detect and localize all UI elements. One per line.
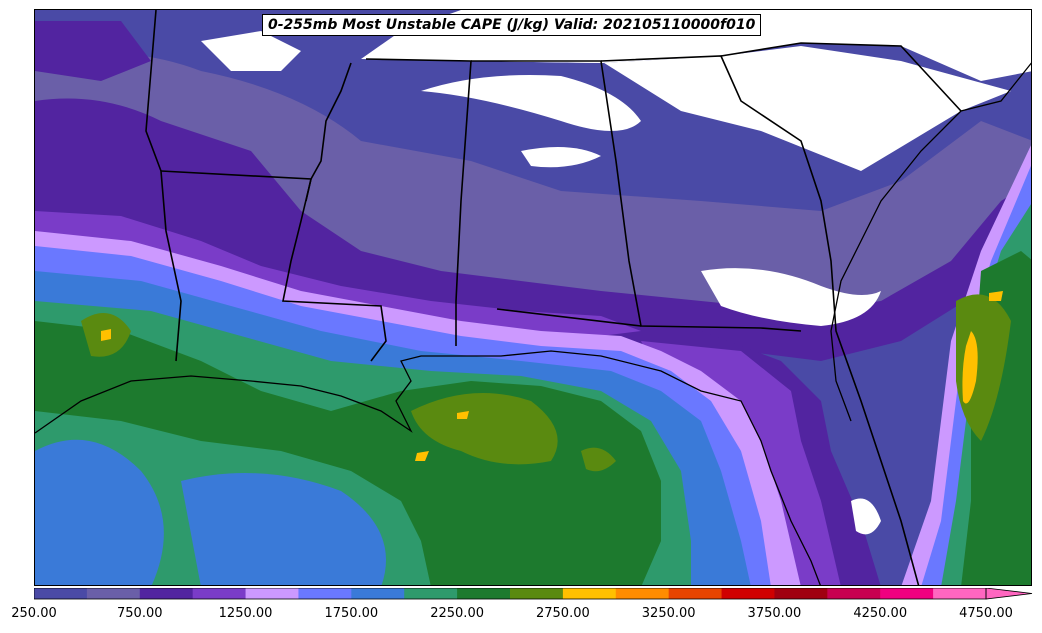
cape-dark-purple-band <box>35 98 1031 361</box>
cape-gold-spot-4 <box>962 331 978 404</box>
colorbar-tick-label: 750.00 <box>117 606 163 621</box>
colorbar-tick-label: 250.00 <box>11 606 57 621</box>
colorbar-segment <box>34 588 88 599</box>
colorbar-segment <box>351 588 405 599</box>
cape-white-northeast <box>471 46 1011 171</box>
cape-slate-region <box>35 53 1031 331</box>
colorbar-tick-label: 2250.00 <box>430 606 484 621</box>
colorbar-tick-label: 4750.00 <box>959 606 1013 621</box>
colorbar <box>34 588 1033 600</box>
colorbar-tick-label: 1250.00 <box>218 606 273 621</box>
cape-map <box>35 10 1031 585</box>
colorbar-tick-label: 3750.00 <box>747 606 802 621</box>
colorbar-tick-label: 3250.00 <box>641 606 696 621</box>
colorbar-segment <box>827 588 881 599</box>
colorbar-segment <box>457 588 511 599</box>
cape-gold-spot-3 <box>101 329 111 341</box>
colorbar-tick-label: 2750.00 <box>535 606 590 621</box>
cape-olive-patch-center <box>411 393 558 465</box>
map-panel <box>34 9 1032 586</box>
cape-dark-green-region <box>35 321 661 585</box>
colorbar-segment <box>721 588 775 599</box>
colorbar-segment <box>880 588 934 599</box>
cape-white-patch-center <box>521 147 601 168</box>
colorbar-extend-arrow <box>985 588 1033 600</box>
colorbar-tick-label: 4250.00 <box>853 606 908 621</box>
cape-white-patch-nw <box>201 31 301 71</box>
colorbar-segment <box>933 588 987 599</box>
cape-violet-florida <box>641 341 841 585</box>
coastline <box>35 62 1031 585</box>
colorbar-segment <box>668 588 723 599</box>
colorbar-segment <box>192 588 247 599</box>
cape-sky-blue-patch-west <box>35 439 164 585</box>
cape-white-alabama <box>421 75 641 131</box>
cape-olive-patch-east <box>956 294 1011 441</box>
colorbar-segment <box>298 588 352 599</box>
colorbar-segment <box>139 588 194 599</box>
cape-dark-purple-patch <box>35 21 151 81</box>
cape-sky-blue-patch-south <box>181 473 386 585</box>
cape-gold-spot-5 <box>989 291 1003 301</box>
colorbar-segment <box>615 588 670 599</box>
cape-gold-spot-1 <box>457 411 469 419</box>
colorbar-segment <box>245 588 299 599</box>
colorbar-segment <box>774 588 828 599</box>
cape-white-patch-fl <box>851 498 881 535</box>
colorbar-segment <box>510 588 564 599</box>
colorbar-segment <box>86 588 141 599</box>
colorbar-segment <box>562 588 617 599</box>
cape-gold-spot-2 <box>415 451 429 461</box>
cape-violet-band <box>35 211 641 346</box>
cape-white-georgia <box>701 268 881 326</box>
colorbar-segment <box>404 588 458 599</box>
state-borders <box>145 10 962 585</box>
map-title: 0-255mb Most Unstable CAPE (J/kg) Valid:… <box>262 14 762 36</box>
cape-olive-patch-gulf <box>581 447 616 472</box>
colorbar-tick-label: 1750.00 <box>324 606 379 621</box>
